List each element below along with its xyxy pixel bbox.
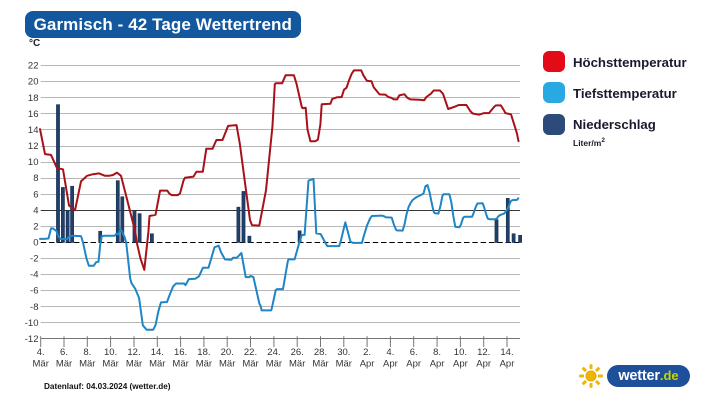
svg-text:-4: -4: [30, 270, 38, 281]
svg-text:6.: 6.: [410, 347, 418, 358]
svg-text:26.: 26.: [291, 347, 304, 358]
svg-text:-2: -2: [30, 254, 38, 265]
svg-text:-6: -6: [30, 286, 38, 297]
svg-text:10: 10: [28, 157, 39, 168]
svg-text:Apr: Apr: [453, 359, 468, 370]
svg-text:0: 0: [33, 238, 38, 249]
svg-text:20: 20: [28, 77, 39, 88]
svg-text:12.: 12.: [477, 347, 490, 358]
svg-text:4.: 4.: [37, 347, 45, 358]
svg-text:Mär: Mär: [196, 359, 212, 370]
svg-text:22: 22: [28, 61, 39, 72]
svg-text:Apr: Apr: [406, 359, 421, 370]
svg-text:4.: 4.: [386, 347, 394, 358]
svg-text:Mär: Mär: [172, 359, 188, 370]
svg-text:14: 14: [28, 125, 39, 136]
svg-text:Mär: Mär: [266, 359, 282, 370]
svg-text:10.: 10.: [104, 347, 117, 358]
svg-text:10.: 10.: [454, 347, 467, 358]
svg-text:Mär: Mär: [126, 359, 142, 370]
svg-text:16.: 16.: [174, 347, 187, 358]
svg-text:12.: 12.: [127, 347, 140, 358]
svg-text:6: 6: [33, 189, 38, 200]
svg-text:Mär: Mär: [33, 359, 49, 370]
svg-text:Apr: Apr: [360, 359, 375, 370]
svg-text:12: 12: [28, 141, 39, 152]
svg-text:Apr: Apr: [500, 359, 515, 370]
svg-text:14.: 14.: [500, 347, 513, 358]
svg-text:30.: 30.: [337, 347, 350, 358]
svg-text:18.: 18.: [197, 347, 210, 358]
svg-text:Mär: Mär: [242, 359, 258, 370]
svg-text:Mär: Mär: [79, 359, 95, 370]
svg-text:6.: 6.: [60, 347, 68, 358]
svg-text:24.: 24.: [267, 347, 280, 358]
svg-text:Mär: Mär: [289, 359, 305, 370]
svg-text:14.: 14.: [151, 347, 164, 358]
svg-text:20.: 20.: [221, 347, 234, 358]
svg-text:28.: 28.: [314, 347, 327, 358]
svg-text:-8: -8: [30, 302, 38, 313]
svg-text:8.: 8.: [433, 347, 441, 358]
svg-text:18: 18: [28, 93, 39, 104]
svg-text:8: 8: [33, 173, 38, 184]
svg-text:4: 4: [33, 205, 38, 216]
svg-text:-10: -10: [25, 318, 39, 329]
svg-text:Apr: Apr: [476, 359, 491, 370]
svg-text:Mär: Mär: [336, 359, 352, 370]
svg-text:16: 16: [28, 109, 39, 120]
svg-text:Apr: Apr: [383, 359, 398, 370]
svg-text:-12: -12: [25, 334, 39, 345]
svg-text:8.: 8.: [83, 347, 91, 358]
svg-text:Apr: Apr: [430, 359, 445, 370]
svg-text:Mär: Mär: [149, 359, 165, 370]
svg-text:Mär: Mär: [219, 359, 235, 370]
svg-text:2: 2: [33, 221, 38, 232]
svg-text:Mär: Mär: [56, 359, 72, 370]
svg-text:Mär: Mär: [102, 359, 118, 370]
svg-text:22.: 22.: [244, 347, 257, 358]
svg-text:2.: 2.: [363, 347, 371, 358]
svg-text:Mär: Mär: [312, 359, 328, 370]
